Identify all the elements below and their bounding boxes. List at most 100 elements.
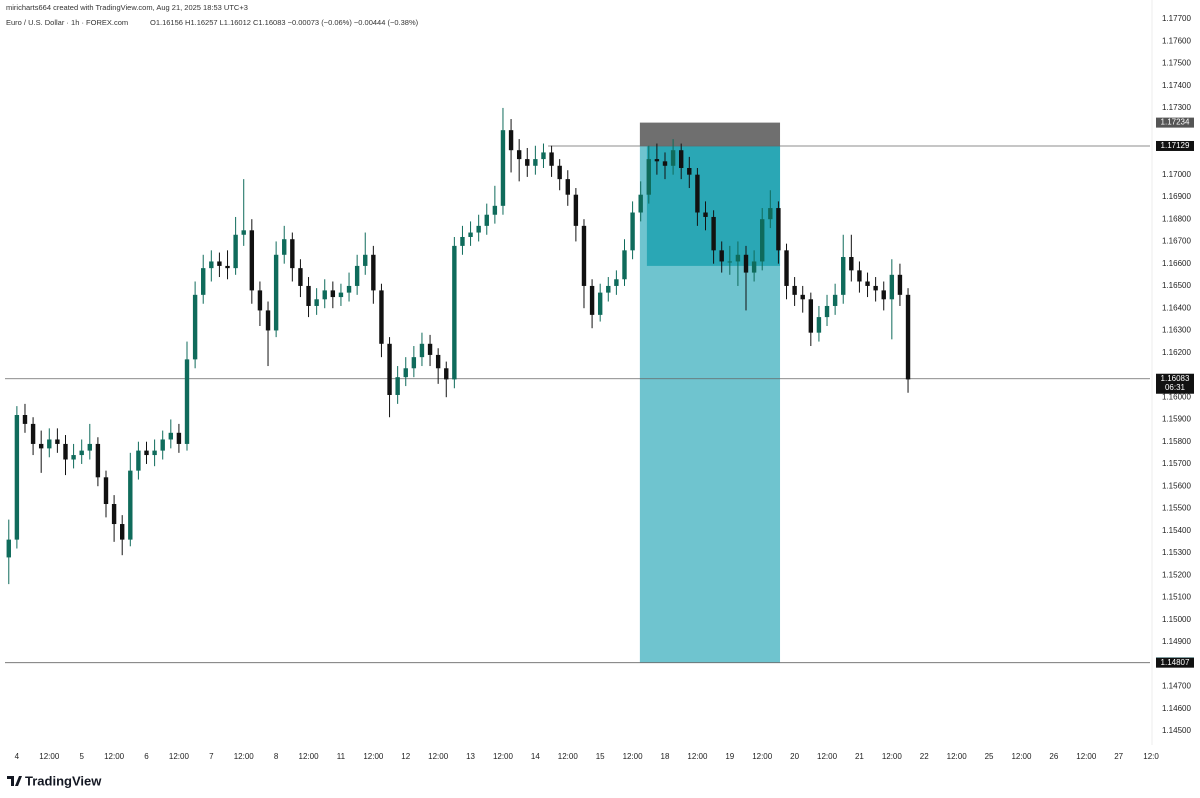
x-tick-label: 18 bbox=[661, 752, 670, 761]
candle-body bbox=[662, 161, 668, 166]
candle-body bbox=[549, 152, 554, 166]
y-tick-label: 1.17000 bbox=[1162, 170, 1191, 179]
candle-body bbox=[217, 261, 222, 266]
y-tick-label: 1.16400 bbox=[1162, 303, 1191, 312]
y-tick-label: 1.15200 bbox=[1162, 570, 1191, 579]
y-tick-label: 1.16600 bbox=[1162, 259, 1191, 268]
candle-body bbox=[508, 130, 514, 151]
y-tick-label: 1.16700 bbox=[1162, 237, 1191, 246]
x-tick-label: 21 bbox=[855, 752, 864, 761]
x-tick-label: 12:00 bbox=[752, 752, 773, 761]
candle-body bbox=[824, 305, 830, 318]
x-tick-label: 14 bbox=[531, 752, 540, 761]
candle-body bbox=[435, 354, 441, 369]
candle-body bbox=[800, 294, 805, 300]
y-tick-label: 1.16800 bbox=[1162, 214, 1191, 223]
candle-body bbox=[622, 250, 627, 280]
candle-body bbox=[95, 443, 101, 478]
candle-body bbox=[484, 214, 489, 226]
x-tick-label: 12:00 bbox=[234, 752, 255, 761]
candle-body bbox=[719, 250, 724, 262]
candle-body bbox=[111, 504, 117, 525]
candle-body bbox=[6, 539, 11, 558]
candle-body bbox=[306, 285, 311, 306]
y-tick-label: 1.14900 bbox=[1162, 637, 1191, 646]
stop-zone bbox=[639, 122, 781, 146]
candle-body bbox=[249, 230, 255, 291]
candle-body bbox=[403, 368, 408, 378]
candle-body bbox=[832, 294, 838, 306]
candle-body bbox=[452, 245, 457, 380]
x-tick-label: 12:00 bbox=[558, 752, 579, 761]
x-tick-label: 25 bbox=[985, 752, 994, 761]
candle-body bbox=[500, 130, 506, 206]
y-tick-label: 1.15100 bbox=[1162, 593, 1191, 602]
candle-body bbox=[468, 232, 473, 237]
y-tick-label: 1.17400 bbox=[1162, 81, 1191, 90]
candle-body bbox=[136, 450, 141, 471]
x-tick-label: 7 bbox=[209, 752, 214, 761]
candle-body bbox=[330, 290, 336, 298]
logo-icon bbox=[7, 776, 22, 786]
candle-body bbox=[47, 439, 52, 449]
candle-body bbox=[727, 261, 733, 263]
candle-body bbox=[79, 450, 84, 456]
y-tick-label: 1.17300 bbox=[1162, 103, 1191, 112]
candle-body bbox=[184, 359, 190, 444]
candle-body bbox=[30, 423, 36, 444]
x-tick-label: 19 bbox=[725, 752, 734, 761]
candle-body bbox=[889, 274, 895, 300]
y-tick-label: 1.14700 bbox=[1162, 682, 1191, 691]
candle-body bbox=[71, 455, 76, 460]
y-tick-label: 1.17600 bbox=[1162, 36, 1191, 45]
candle-body bbox=[419, 343, 425, 358]
symbol-title: Euro / U.S. Dollar · 1h · FOREX.com bbox=[6, 18, 128, 27]
candle-body bbox=[597, 292, 603, 315]
candle-body bbox=[411, 357, 417, 369]
candle-body bbox=[14, 415, 20, 540]
x-tick-label: 27 bbox=[1114, 752, 1123, 761]
candle-body bbox=[670, 150, 676, 166]
candle-body bbox=[103, 477, 109, 505]
y-tick-label: 1.15900 bbox=[1162, 415, 1191, 424]
x-tick-label: 20 bbox=[790, 752, 799, 761]
candle-body bbox=[241, 230, 246, 235]
x-tick-label: 12:00 bbox=[1011, 752, 1032, 761]
x-tick-label: 12:00 bbox=[947, 752, 968, 761]
candle-body bbox=[168, 432, 174, 440]
candle-body bbox=[784, 250, 789, 286]
candle-body bbox=[614, 279, 619, 286]
candle-body bbox=[346, 285, 352, 293]
y-tick-label: 1.16900 bbox=[1162, 192, 1191, 201]
candle-body bbox=[120, 524, 125, 540]
candle-body bbox=[257, 290, 263, 311]
candle-body bbox=[201, 268, 206, 295]
credit: miricharts664 created with TradingView.c… bbox=[6, 3, 248, 12]
candle-body bbox=[881, 290, 886, 300]
candle-body bbox=[516, 150, 522, 160]
brand-logo: TradingView bbox=[7, 773, 102, 788]
candle-body bbox=[192, 294, 198, 360]
x-tick-label: 11 bbox=[337, 752, 346, 761]
candle-body bbox=[265, 310, 271, 331]
candle-body bbox=[444, 368, 449, 380]
candle-body bbox=[865, 281, 870, 286]
price-tag bbox=[1156, 140, 1194, 151]
price-tag-label: 1.14807 bbox=[1161, 658, 1190, 667]
candle-body bbox=[363, 254, 368, 266]
x-tick-label: 12:00 bbox=[299, 752, 320, 761]
y-tick-label: 1.15300 bbox=[1162, 548, 1191, 557]
candle-body bbox=[565, 179, 570, 195]
y-tick-label: 1.16500 bbox=[1162, 281, 1191, 290]
candle-body bbox=[152, 450, 157, 456]
candle-body bbox=[711, 216, 716, 251]
candle-body bbox=[427, 343, 433, 355]
y-tick-label: 1.15600 bbox=[1162, 481, 1191, 490]
candles-layer bbox=[6, 107, 911, 585]
y-tick-label: 1.16000 bbox=[1162, 392, 1191, 401]
candle-body bbox=[816, 317, 822, 333]
x-tick-label: 15 bbox=[596, 752, 605, 761]
axis-layer: 1.17700 1.17600 1.17500 1.17400 1.17300 1.170… bbox=[15, 14, 1194, 761]
